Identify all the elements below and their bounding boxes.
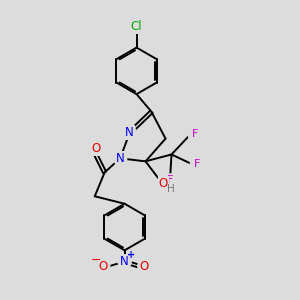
Text: H: H <box>167 184 175 194</box>
Circle shape <box>188 128 201 141</box>
Circle shape <box>90 142 103 155</box>
Text: F: F <box>194 159 200 169</box>
Circle shape <box>123 126 136 139</box>
Text: N: N <box>116 152 124 165</box>
Text: N: N <box>120 255 129 268</box>
Text: F: F <box>192 130 198 140</box>
Circle shape <box>118 255 131 268</box>
Text: O: O <box>92 142 101 155</box>
Circle shape <box>97 260 110 273</box>
Circle shape <box>164 174 177 187</box>
Text: F: F <box>167 176 173 185</box>
Text: N: N <box>125 126 134 139</box>
Circle shape <box>130 20 143 33</box>
Text: O: O <box>98 260 108 273</box>
Circle shape <box>138 260 151 273</box>
Circle shape <box>190 158 203 171</box>
Text: −: − <box>91 254 101 267</box>
Text: +: + <box>127 250 135 260</box>
Text: O: O <box>158 177 168 190</box>
Circle shape <box>157 177 170 190</box>
Text: O: O <box>140 260 149 273</box>
Circle shape <box>114 152 127 165</box>
Text: Cl: Cl <box>131 20 142 33</box>
